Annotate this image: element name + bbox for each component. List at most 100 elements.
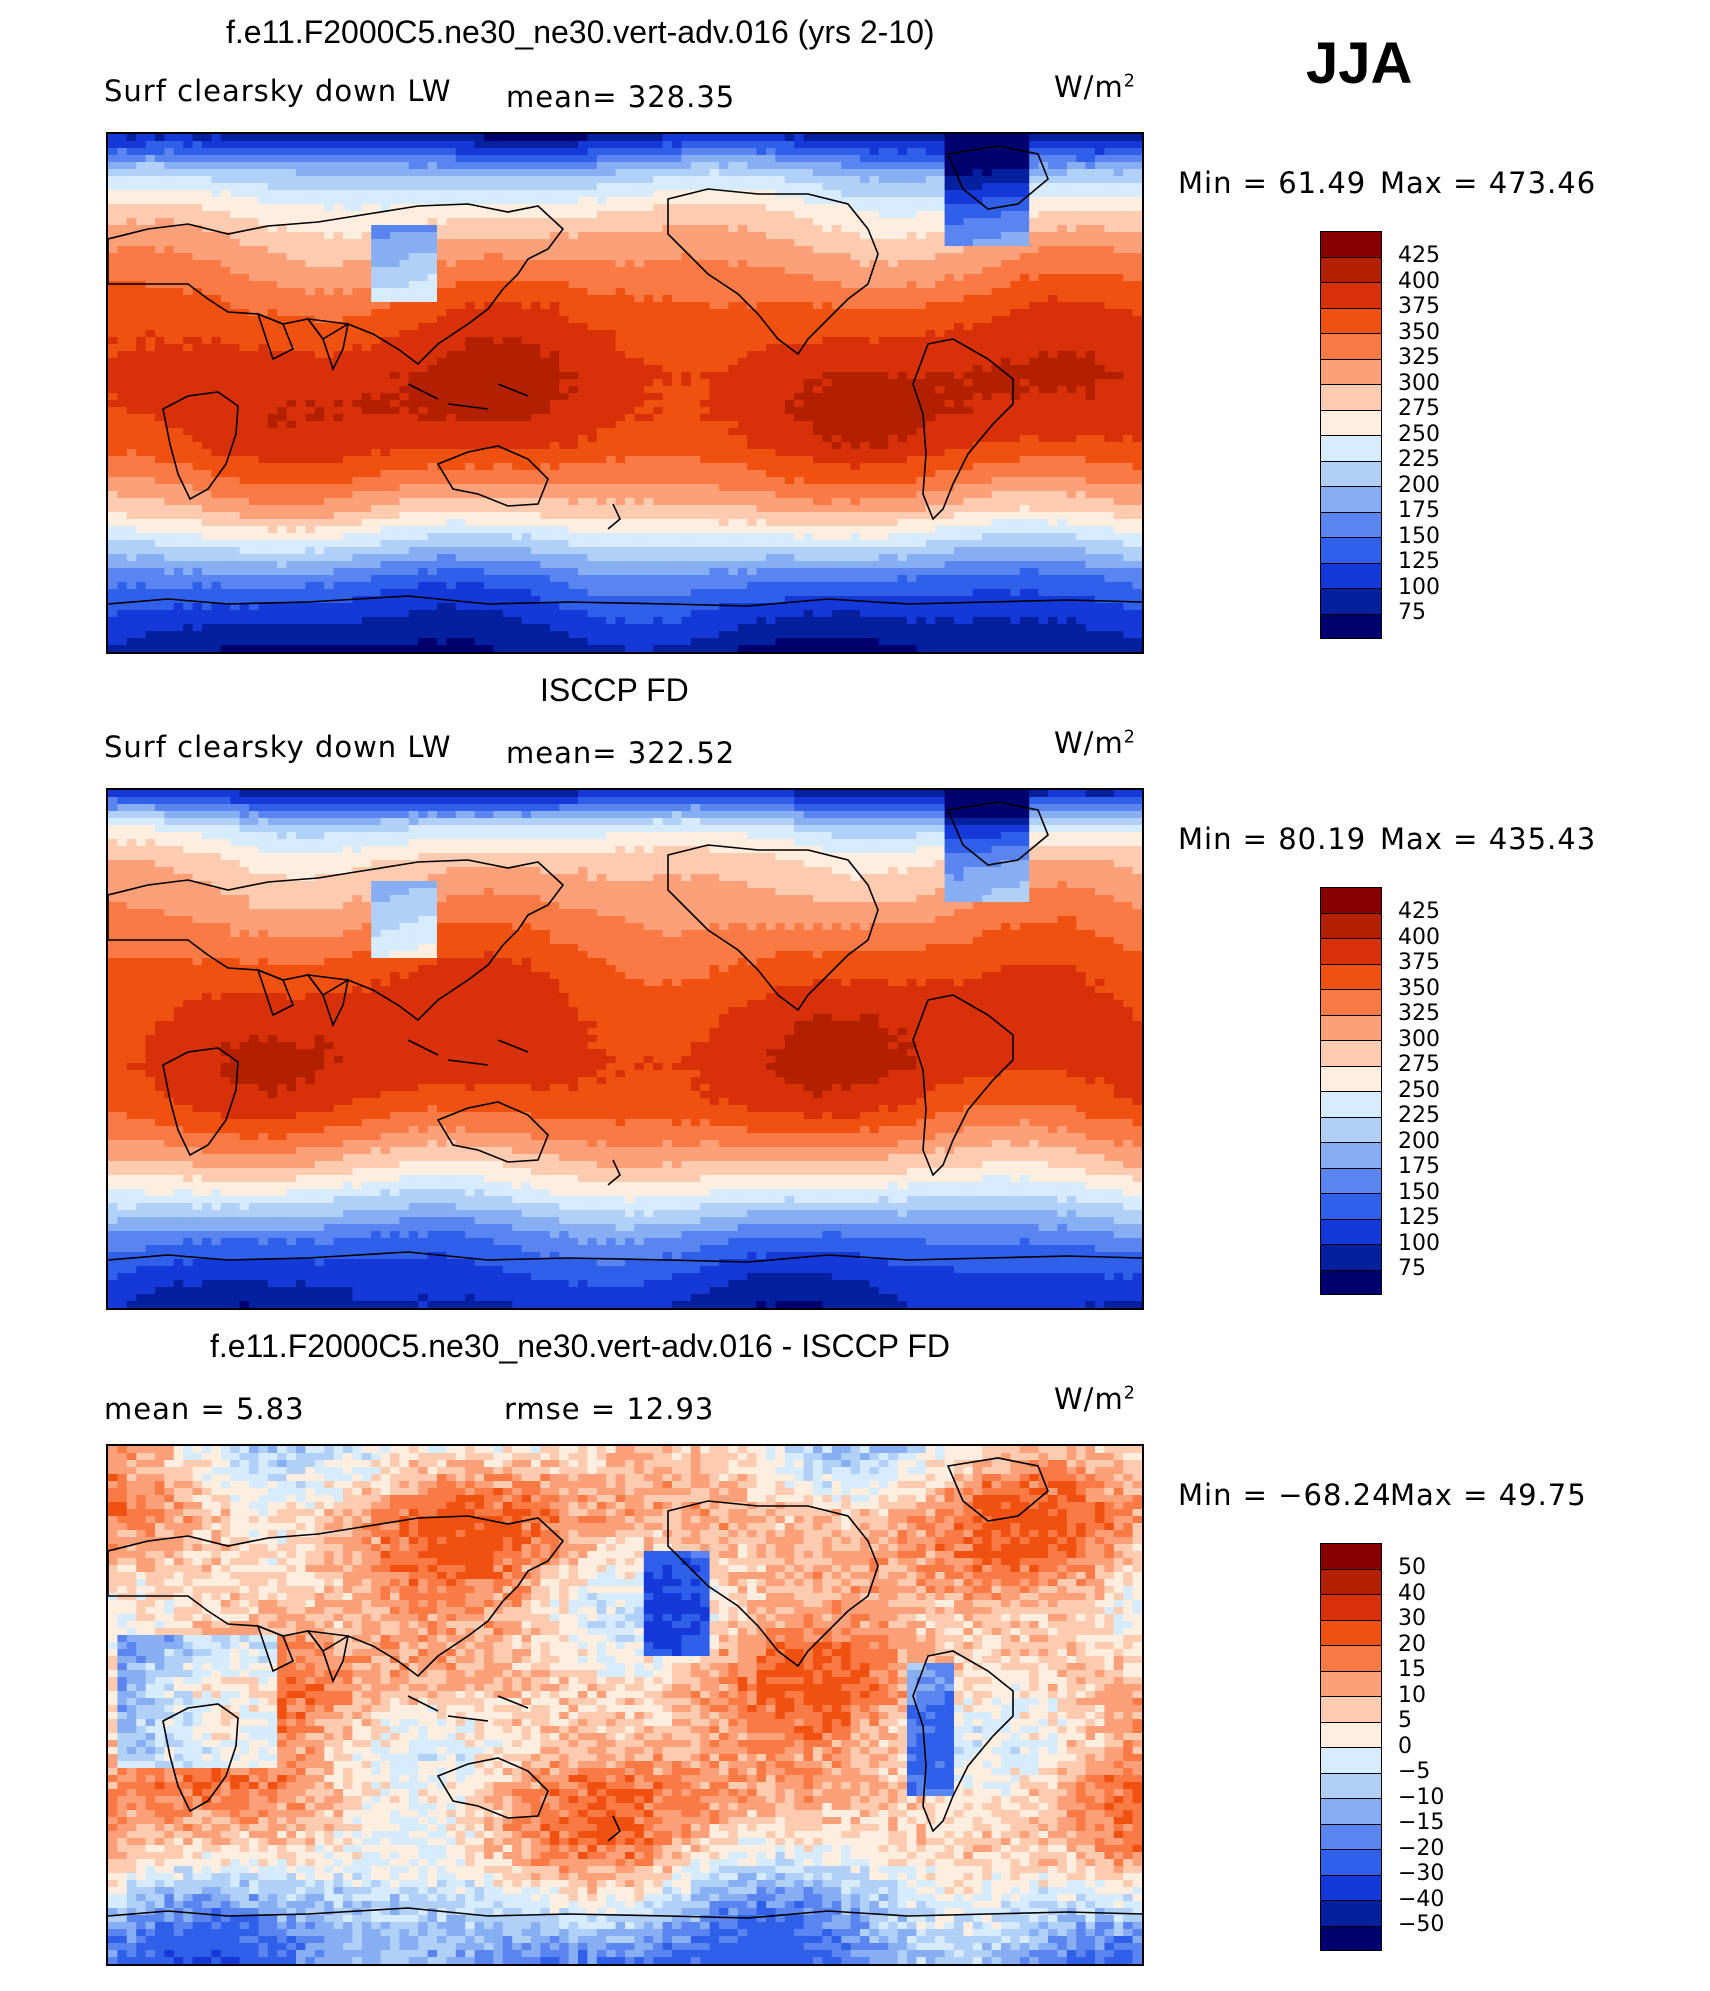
map-cell xyxy=(700,246,711,254)
map-cell xyxy=(145,162,156,170)
map-cell xyxy=(531,442,541,450)
map-cell xyxy=(267,295,278,303)
map-cell xyxy=(925,225,936,233)
map-cell xyxy=(916,330,927,338)
map-cell xyxy=(1132,302,1142,310)
map-cell xyxy=(249,274,259,282)
map-cell xyxy=(484,372,494,380)
map-cell xyxy=(117,288,128,296)
map-cell xyxy=(916,442,927,450)
map-cell xyxy=(314,379,325,387)
map-cell xyxy=(380,218,391,226)
map-cell xyxy=(427,421,438,429)
map-cell xyxy=(173,449,184,457)
map-cell xyxy=(465,148,476,156)
map-cell xyxy=(1057,211,1068,219)
map-cell xyxy=(343,134,353,142)
map-cell xyxy=(775,344,786,352)
panel1-title: f.e11.F2000C5.ne30_ne30.vert-adv.016 (yr… xyxy=(226,14,935,51)
map-cell xyxy=(803,442,814,450)
map-cell xyxy=(766,239,776,247)
map-cell xyxy=(183,393,194,401)
map-cell xyxy=(296,323,306,331)
map-cell xyxy=(1019,302,1030,310)
map-cell xyxy=(907,372,917,380)
map-cell xyxy=(737,141,748,149)
map-cell xyxy=(907,246,917,254)
map-cell xyxy=(540,169,551,177)
map-cell xyxy=(314,428,325,436)
map-cell xyxy=(1010,379,1021,387)
map-cell xyxy=(108,225,118,233)
map-cell xyxy=(578,358,588,366)
map-cell xyxy=(418,337,429,345)
map-cell xyxy=(850,414,861,422)
map-cell xyxy=(803,239,814,247)
map-cell xyxy=(286,239,297,247)
map-cell xyxy=(916,183,927,191)
map-cell xyxy=(145,141,156,149)
map-cell xyxy=(249,372,259,380)
map-cell xyxy=(925,351,936,359)
map-cell xyxy=(1038,344,1049,352)
map-cell xyxy=(1019,141,1030,149)
map-cell xyxy=(1095,169,1105,177)
map-cell xyxy=(305,330,316,338)
map-cell xyxy=(183,428,194,436)
map-cell xyxy=(136,246,147,254)
map-cell xyxy=(634,260,645,268)
map-cell xyxy=(108,372,118,380)
map-cell xyxy=(1001,295,1011,303)
map-cell xyxy=(972,309,983,317)
map-cell xyxy=(531,414,541,422)
map-cell xyxy=(615,162,626,170)
map-cell xyxy=(202,176,212,184)
map-cell xyxy=(831,400,842,408)
map-cell xyxy=(935,190,946,198)
map-cell xyxy=(286,386,297,394)
map-cell xyxy=(220,344,231,352)
map-cell xyxy=(643,386,654,394)
map-cell xyxy=(794,421,805,429)
map-cell xyxy=(343,407,353,415)
map-cell xyxy=(136,204,147,212)
map-cell xyxy=(831,225,842,233)
map-cell xyxy=(1029,134,1040,142)
map-cell xyxy=(878,330,889,338)
map-cell xyxy=(681,428,692,436)
map-cell xyxy=(211,421,222,429)
map-cell xyxy=(1085,218,1096,226)
map-cell xyxy=(954,302,964,310)
map-cell xyxy=(1048,386,1058,394)
map-cell xyxy=(1085,260,1096,268)
map-cell xyxy=(794,351,805,359)
map-cell xyxy=(286,358,297,366)
map-cell xyxy=(775,330,786,338)
map-cell xyxy=(446,351,457,359)
map-cell xyxy=(512,414,523,422)
map-cell xyxy=(1095,197,1105,205)
map-cell xyxy=(502,295,513,303)
map-cell xyxy=(512,351,523,359)
map-cell xyxy=(484,134,494,142)
map-cell xyxy=(803,421,814,429)
map-cell xyxy=(709,323,720,331)
map-cell xyxy=(831,428,842,436)
map-cell xyxy=(531,253,541,261)
map-cell xyxy=(1010,267,1021,275)
map-cell xyxy=(220,302,231,310)
map-cell xyxy=(408,260,419,268)
map-cell xyxy=(690,197,701,205)
map-cell xyxy=(399,302,410,310)
map-cell xyxy=(1066,141,1077,149)
map-cell xyxy=(662,302,673,310)
map-cell xyxy=(700,442,711,450)
map-cell xyxy=(493,302,504,310)
map-cell xyxy=(672,393,682,401)
map-cell xyxy=(935,211,946,219)
map-cell xyxy=(286,442,297,450)
map-cell xyxy=(709,169,720,177)
map-cell xyxy=(634,162,645,170)
map-cell xyxy=(1048,232,1058,240)
map-cell xyxy=(860,218,870,226)
